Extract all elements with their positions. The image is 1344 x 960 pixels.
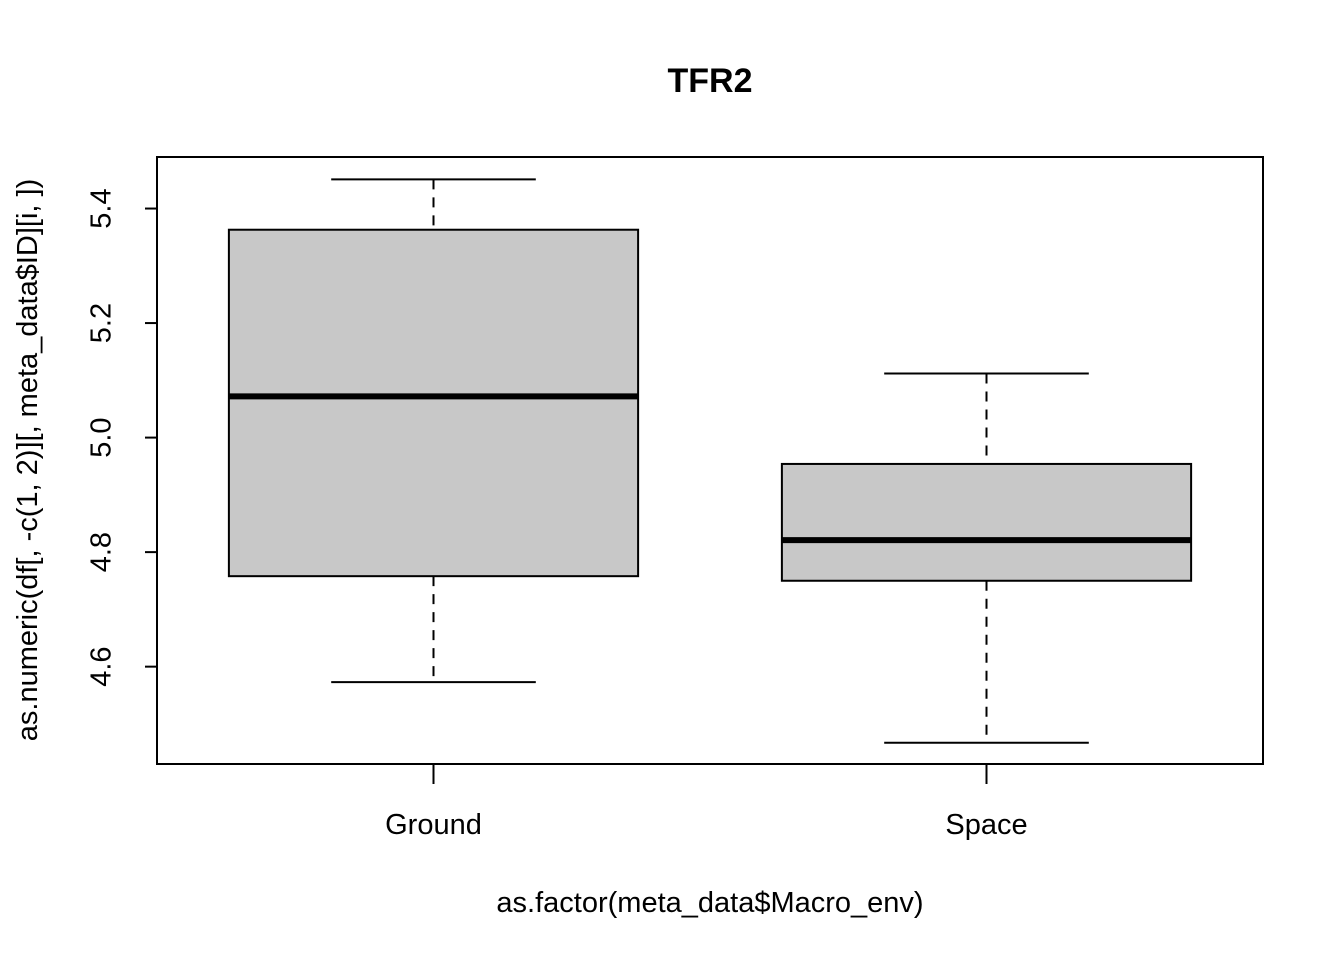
x-tick-label: Space [945,809,1027,841]
box-ground [227,178,640,684]
iqr-box [227,228,640,578]
x-axis-label: as.factor(meta_data$Macro_env) [496,887,923,919]
y-tick-label: 5.4 [86,188,118,228]
y-tick-label: 5.0 [86,417,118,457]
y-axis: 4.6 4.8 5.0 5.2 5.4 [86,188,157,687]
x-axis: Ground Space [385,764,1028,841]
x-tick-label: Ground [385,809,482,841]
chart-title: TFR2 [668,62,753,100]
boxes [227,178,1193,744]
plot-frame [156,156,1264,765]
iqr-box [780,462,1193,582]
y-tick-label: 5.2 [86,303,118,343]
y-tick-label: 4.8 [86,532,118,572]
y-axis-label: as.numeric(df[, -c(1, 2)][, meta_data$ID… [12,179,44,741]
box-space [780,372,1193,744]
y-tick-label: 4.6 [86,646,118,686]
